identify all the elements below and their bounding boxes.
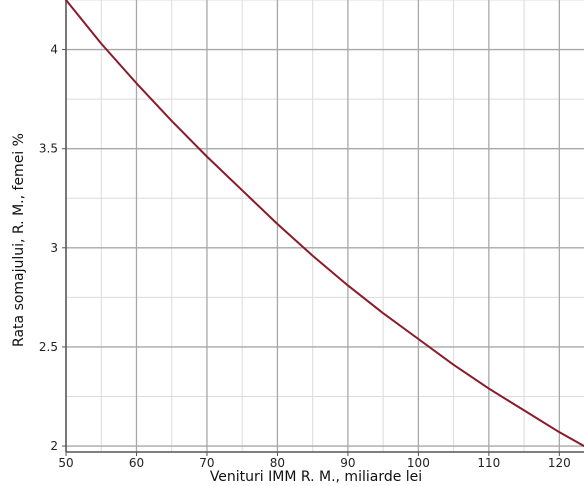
x-tick-label: 100 bbox=[407, 456, 430, 470]
y-tick-labels: 2 2.5 3 3.5 4 bbox=[39, 43, 58, 453]
y-tick-label: 3.5 bbox=[39, 142, 58, 156]
y-tick-label: 2.5 bbox=[39, 340, 58, 354]
x-tick-label: 70 bbox=[199, 456, 214, 470]
x-tick-label: 120 bbox=[548, 456, 571, 470]
y-tick-label: 4 bbox=[50, 43, 58, 57]
x-tick-label: 50 bbox=[58, 456, 73, 470]
x-tick-label: 110 bbox=[477, 456, 500, 470]
series-layer bbox=[65, 0, 584, 448]
y-tick-label: 2 bbox=[50, 439, 58, 453]
x-tick-label: 90 bbox=[340, 456, 355, 470]
axes bbox=[62, 0, 584, 456]
y-tick-label: 3 bbox=[50, 241, 58, 255]
series-line-0 bbox=[65, 0, 584, 448]
x-tick-labels: 50 60 70 80 90 100 110 120 bbox=[58, 456, 570, 470]
y-axis-title: Rata somajului, R. M., femei % bbox=[11, 133, 27, 347]
x-tick-label: 80 bbox=[270, 456, 285, 470]
major-grid bbox=[65, 0, 584, 452]
x-tick-label: 60 bbox=[129, 456, 144, 470]
x-axis-title: Venituri IMM R. M., miliarde lei bbox=[210, 469, 422, 485]
minor-grid bbox=[66, 0, 584, 452]
